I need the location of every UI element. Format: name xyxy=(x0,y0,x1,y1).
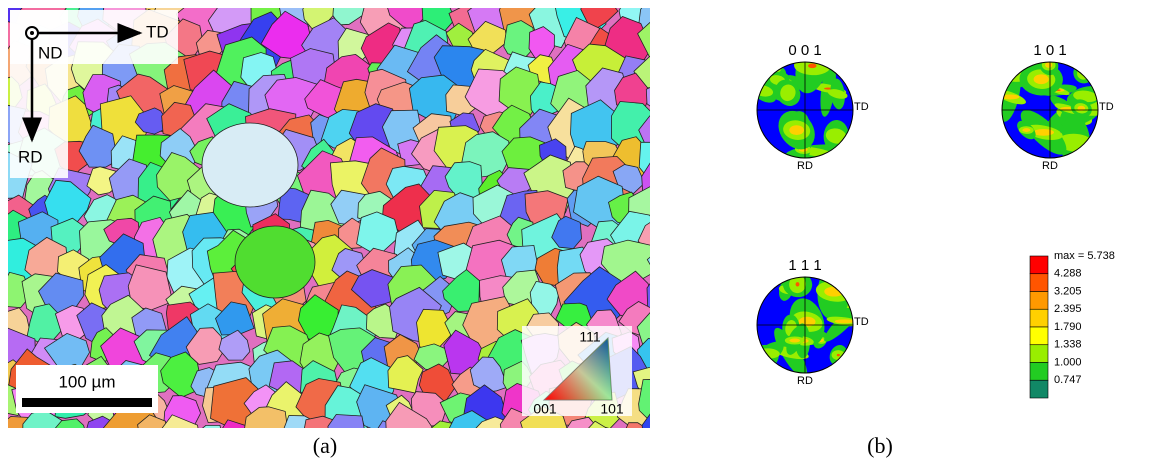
contour xyxy=(795,282,800,287)
grain xyxy=(54,418,85,428)
contour xyxy=(823,87,833,90)
legend-swatch xyxy=(1029,379,1049,399)
grain xyxy=(520,405,568,428)
pf-rd: RD xyxy=(797,375,813,387)
contour xyxy=(834,319,853,324)
legend-swatch xyxy=(1029,273,1049,292)
grain xyxy=(185,327,224,365)
legend-level: 1.338 xyxy=(1054,339,1082,351)
grain xyxy=(588,420,608,428)
contour xyxy=(1033,128,1054,136)
contour xyxy=(1002,94,1020,100)
grain xyxy=(137,414,168,428)
contour xyxy=(1022,128,1031,132)
rd-label: RD xyxy=(18,147,43,166)
legend-swatch xyxy=(1029,308,1049,328)
ipf-101: 101 xyxy=(600,401,624,417)
contour xyxy=(789,125,804,135)
grain xyxy=(387,355,424,394)
grain xyxy=(645,87,650,107)
caption-b: (b) xyxy=(867,433,893,458)
legend-swatch xyxy=(1029,362,1049,381)
nd-label: ND xyxy=(38,43,63,62)
grain xyxy=(244,406,288,428)
orientation-axes: TD ND RD xyxy=(10,10,178,178)
pf-td: TD xyxy=(854,101,869,113)
contour xyxy=(836,353,840,357)
pf-title: 1 1 1 xyxy=(788,257,821,274)
caption-a: (a) xyxy=(313,433,337,458)
contour xyxy=(1033,74,1049,85)
grain xyxy=(327,414,365,428)
contour xyxy=(780,84,796,102)
grain xyxy=(566,416,597,428)
ipf-001: 001 xyxy=(533,401,557,417)
contour xyxy=(808,63,817,69)
contour xyxy=(1077,105,1086,111)
contour xyxy=(827,89,848,99)
grain xyxy=(638,115,650,147)
grain xyxy=(385,401,434,428)
pole-figures: 0 0 1 TD RD 1 0 1 TD RD 1 1 1 TD RD xyxy=(756,42,1114,387)
pf-rd: RD xyxy=(1042,160,1058,172)
contour xyxy=(761,62,776,71)
grain xyxy=(633,56,650,89)
legend-level: 4.288 xyxy=(1054,268,1082,280)
grain xyxy=(86,166,119,196)
grain xyxy=(637,21,650,58)
legend-swatch xyxy=(1029,255,1049,275)
legend-level: 0.747 xyxy=(1054,374,1082,386)
contour xyxy=(1073,90,1098,103)
grain xyxy=(625,422,647,428)
grain xyxy=(646,283,650,309)
grain xyxy=(161,414,199,428)
grain xyxy=(304,415,336,428)
grain xyxy=(234,225,316,299)
contours xyxy=(757,277,853,373)
legend-swatch xyxy=(1029,344,1049,363)
contour xyxy=(824,286,844,297)
grain xyxy=(641,413,650,428)
grain xyxy=(218,329,251,361)
grain xyxy=(638,379,650,422)
legend-level: 1.000 xyxy=(1054,356,1082,368)
legend: max = 5.738 4.288 3.205 2.395 1.790 1.338 1.00… xyxy=(1029,250,1115,399)
grain xyxy=(551,215,583,250)
ipf-111: 111 xyxy=(579,329,600,345)
grain xyxy=(134,107,172,135)
grain xyxy=(646,256,650,266)
pf-title: 0 0 1 xyxy=(788,42,821,59)
legend-level: 3.205 xyxy=(1054,285,1082,297)
scale-label: 100 µm xyxy=(58,372,115,391)
contour xyxy=(825,128,847,144)
pf-td: TD xyxy=(854,316,869,328)
pf-title: 1 0 1 xyxy=(1033,42,1066,59)
ipf-key: 111 001 101 xyxy=(522,326,632,417)
pf-td: TD xyxy=(1099,101,1114,113)
grain xyxy=(78,124,119,168)
legend-level: 2.395 xyxy=(1054,303,1082,315)
legend-level: 1.790 xyxy=(1054,321,1082,333)
grain xyxy=(202,424,221,428)
pf-rd: RD xyxy=(797,160,813,172)
grain xyxy=(22,409,71,428)
legend-swatch xyxy=(1029,326,1049,346)
scale-bar: 100 µm xyxy=(16,365,158,413)
contour xyxy=(789,338,801,343)
td-label: TD xyxy=(146,22,169,41)
grain xyxy=(332,8,365,26)
contour xyxy=(1045,62,1053,68)
pole-figure: 0 0 1 TD RD xyxy=(756,42,869,172)
pole-figure: 1 0 1 TD RD xyxy=(1001,42,1114,172)
grain xyxy=(201,122,299,208)
legend-swatch xyxy=(1029,291,1049,310)
legend-max: max = 5.738 xyxy=(1054,250,1115,262)
pole-figure: 1 1 1 TD RD xyxy=(756,257,869,387)
